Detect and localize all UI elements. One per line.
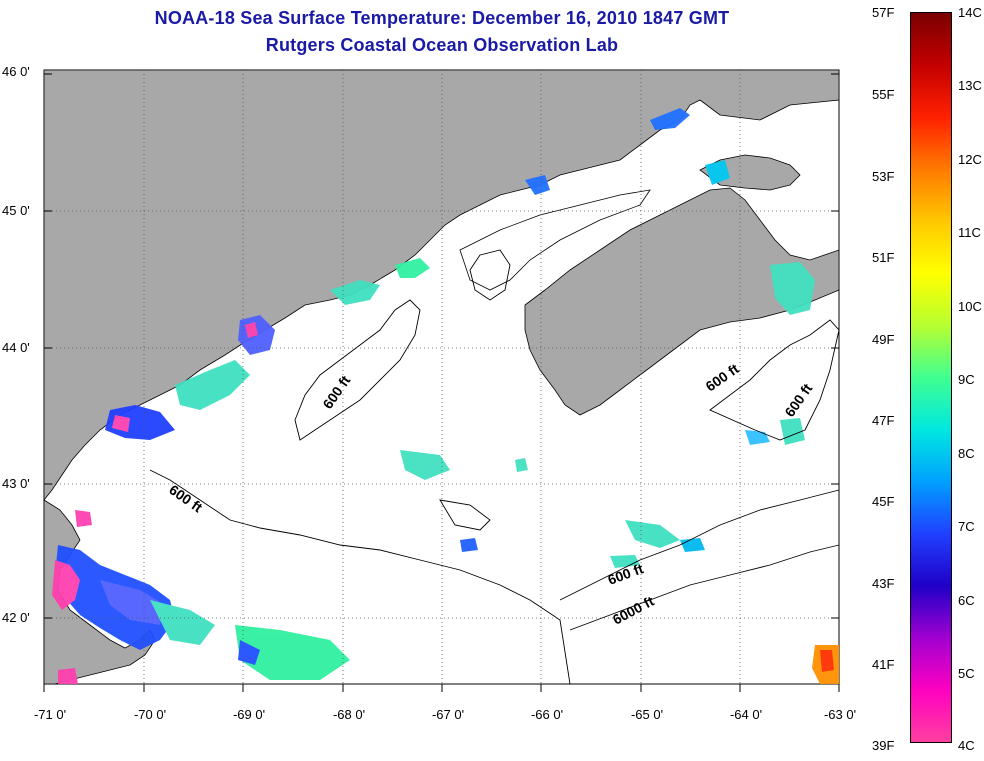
colorbar-c-label: 12C [958,152,982,167]
lat-label: 43 0' [2,476,30,491]
land-nova-scotia [524,187,840,416]
colorbar-c-label: 11C [958,225,981,240]
lon-label: -69 0' [232,707,266,722]
colorbar-f-label: 53F [872,169,895,184]
sst-patches [52,108,839,684]
colorbar-c-label: 13C [958,78,982,93]
colorbar-f-label: 45F [872,494,895,509]
colorbar-f-label: 41F [872,657,895,672]
land-masses [43,69,840,685]
lon-label: -66 0' [530,707,564,722]
temperature-colorbar [910,12,952,743]
axis-ticks [43,73,840,692]
colorbar-f-label: 57F [872,5,895,20]
map-title: NOAA-18 Sea Surface Temperature: Decembe… [154,8,730,28]
lon-label: -64 0' [729,707,763,722]
colorbar-f-label: 55F [872,87,895,102]
colorbar-c-label: 7C [958,519,975,534]
map-subtitle: Rutgers Coastal Ocean Observation Lab [265,35,619,55]
lat-label: 46 0' [2,64,30,79]
lon-label: -70 0' [133,707,167,722]
colorbar-f-label: 47F [872,413,895,428]
graticule [44,70,839,684]
colorbar-f-label: 39F [872,738,895,753]
lon-label: -65 0' [630,707,664,722]
colorbar-c-label: 5C [958,666,975,681]
colorbar-c-label: 4C [958,738,975,753]
lat-label: 44 0' [2,340,30,355]
lat-label: 45 0' [2,203,30,218]
lon-label: -68 0' [332,707,366,722]
lon-label: -67 0' [431,707,465,722]
colorbar-f-label: 49F [872,332,895,347]
colorbar-c-label: 14C [958,5,982,20]
colorbar-c-label: 9C [958,372,975,387]
lon-label: -71 0' [33,707,67,722]
colorbar-c-label: 8C [958,446,975,461]
bathymetry-contours [149,249,840,685]
lon-label: -63 0' [823,707,857,722]
lat-label: 42 0' [2,610,30,625]
colorbar-f-label: 51F [872,250,895,265]
colorbar-f-label: 43F [872,576,895,591]
colorbar-c-label: 6C [958,593,975,608]
colorbar-c-label: 10C [958,299,982,314]
